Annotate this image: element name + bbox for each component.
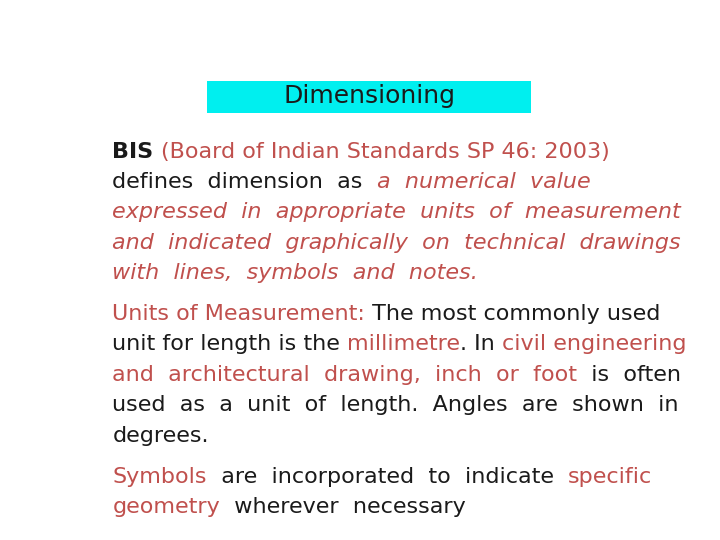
Text: Units of Measurement:: Units of Measurement: <box>112 304 365 324</box>
Text: expressed  in  appropriate  units  of  measurement: expressed in appropriate units of measur… <box>112 202 681 222</box>
Text: and  architectural  drawing,  inch  or  foot: and architectural drawing, inch or foot <box>112 365 577 385</box>
FancyBboxPatch shape <box>207 80 531 113</box>
Text: Symbols: Symbols <box>112 467 207 487</box>
Text: wherever  necessary: wherever necessary <box>220 497 466 517</box>
Text: defines  dimension  as: defines dimension as <box>112 172 377 192</box>
Text: . In: . In <box>460 334 502 354</box>
Text: a  numerical  value: a numerical value <box>377 172 590 192</box>
Text: specific: specific <box>568 467 652 487</box>
Text: civil engineering: civil engineering <box>502 334 687 354</box>
Text: (Board of Indian Standards SP 46: 2003): (Board of Indian Standards SP 46: 2003) <box>161 141 609 161</box>
Text: and  indicated  graphically  on  technical  drawings: and indicated graphically on technical d… <box>112 233 681 253</box>
Text: are  incorporated  to  indicate: are incorporated to indicate <box>207 467 568 487</box>
Text: unit for length is the: unit for length is the <box>112 334 347 354</box>
Text: BIS: BIS <box>112 141 153 161</box>
Text: geometry: geometry <box>112 497 220 517</box>
Text: Dimensioning: Dimensioning <box>283 84 455 109</box>
Text: The most commonly used: The most commonly used <box>365 304 660 324</box>
Text: degrees.: degrees. <box>112 426 209 446</box>
Text: with  lines,  symbols  and  notes.: with lines, symbols and notes. <box>112 263 478 283</box>
Text: millimetre: millimetre <box>347 334 460 354</box>
Text: used  as  a  unit  of  length.  Angles  are  shown  in: used as a unit of length. Angles are sho… <box>112 395 679 415</box>
Text: is  often: is often <box>577 365 681 385</box>
